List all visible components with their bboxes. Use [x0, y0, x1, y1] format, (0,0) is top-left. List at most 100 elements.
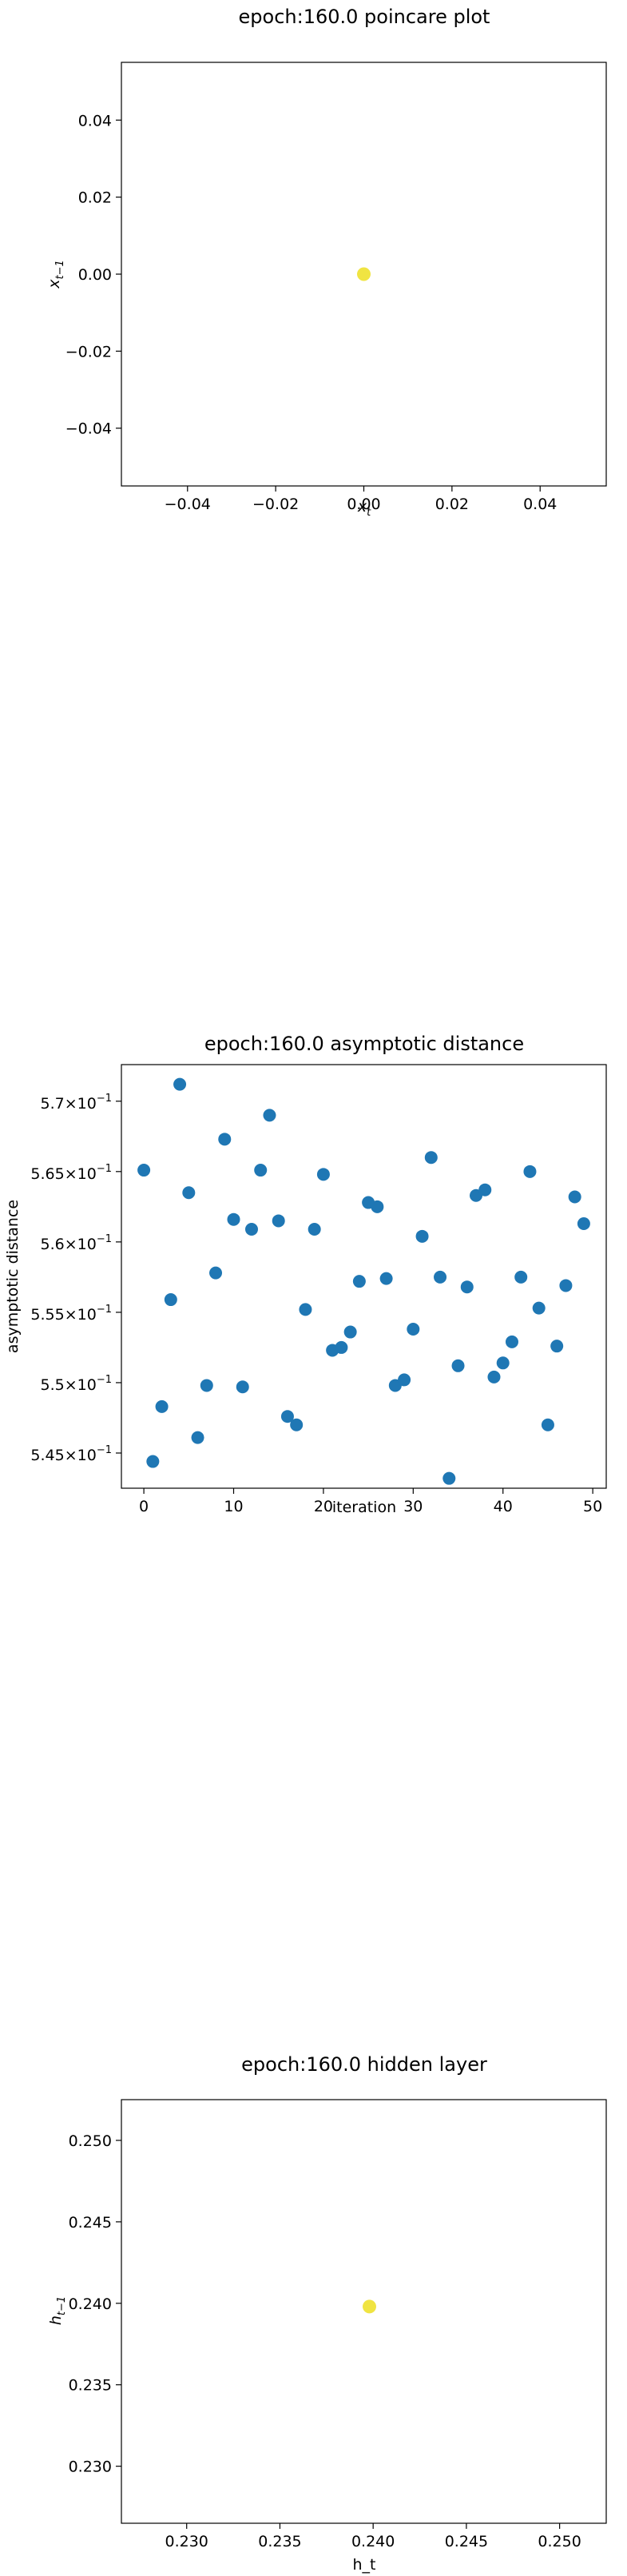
- data-point: [357, 267, 371, 281]
- x-tick-label: 0: [139, 1498, 149, 1515]
- y-tick-label: 5.55×10−1: [30, 1304, 112, 1324]
- data-point: [236, 1380, 249, 1394]
- y-tick-label: 0.02: [78, 189, 112, 207]
- data-point: [460, 1280, 474, 1294]
- x-tick-label: 0.240: [351, 2533, 395, 2550]
- data-point: [290, 1418, 304, 1431]
- y-tick-label: −0.02: [65, 343, 112, 360]
- x-tick-label: 0.250: [538, 2533, 581, 2550]
- axis-ticks: −0.04 −0.02 0.00 0.02 0.04 −0.04 −0.02 0.00 0.02…: [65, 112, 558, 513]
- y-tick-label: 5.7×10−1: [41, 1093, 113, 1113]
- data-point: [415, 1229, 429, 1243]
- data-point: [478, 1183, 492, 1196]
- y-axis-label: ht−1: [47, 2296, 68, 2325]
- data-point: [523, 1165, 537, 1178]
- y-tick-label: 0.250: [69, 2132, 112, 2150]
- data-point: [316, 1168, 330, 1181]
- data-point: [191, 1431, 204, 1444]
- chart-title: epoch:160.0 hidden layer: [241, 2053, 487, 2076]
- y-tick-label: 0.04: [78, 112, 112, 129]
- data-points: [363, 2299, 377, 2314]
- data-point: [146, 1455, 160, 1468]
- data-point: [308, 1223, 321, 1236]
- data-point: [379, 1272, 393, 1285]
- data-point: [244, 1223, 258, 1236]
- plot-area-frame: [121, 62, 607, 487]
- data-point: [173, 1077, 187, 1091]
- y-axis-label: asymptotic distance: [4, 1200, 22, 1353]
- data-point: [514, 1270, 528, 1284]
- data-point: [200, 1379, 213, 1392]
- data-point: [363, 2299, 377, 2314]
- x-tick-label: 0.02: [435, 496, 469, 513]
- y-tick-label: 5.65×10−1: [30, 1163, 112, 1183]
- data-point: [541, 1418, 554, 1431]
- data-point: [155, 1399, 169, 1413]
- data-point: [227, 1212, 240, 1226]
- data-point: [434, 1270, 447, 1284]
- data-point: [577, 1216, 590, 1230]
- data-point: [343, 1325, 357, 1339]
- data-point: [254, 1164, 268, 1177]
- x-tick-label: 50: [583, 1498, 602, 1515]
- data-point: [263, 1109, 276, 1122]
- y-tick-label: 5.5×10−1: [41, 1374, 113, 1394]
- data-point: [550, 1340, 564, 1353]
- y-tick-label: 0.00: [78, 266, 112, 284]
- data-point: [568, 1190, 581, 1204]
- x-tick-label: 0.230: [165, 2533, 208, 2550]
- data-point: [137, 1164, 151, 1177]
- y-tick-label: 5.6×10−1: [41, 1233, 113, 1253]
- data-point: [164, 1293, 177, 1307]
- x-axis-label: iteration: [332, 1499, 396, 1516]
- y-tick-label: 5.45×10−1: [30, 1444, 112, 1464]
- data-point: [299, 1303, 312, 1316]
- data-point: [182, 1186, 196, 1200]
- plot-area-frame: [121, 1064, 607, 1489]
- data-point: [272, 1214, 285, 1228]
- x-tick-label: 0.04: [523, 496, 557, 513]
- data-point: [335, 1340, 348, 1354]
- x-axis-label: h_t: [353, 2556, 376, 2574]
- x-tick-label: 40: [494, 1498, 513, 1515]
- data-points: [357, 267, 371, 281]
- y-axis-label: xt−1: [46, 260, 66, 289]
- x-tick-label: 20: [314, 1498, 333, 1515]
- x-tick-label: 0.245: [445, 2533, 488, 2550]
- data-point: [559, 1279, 573, 1292]
- y-tick-label: 0.235: [69, 2377, 112, 2395]
- x-tick-label: 30: [403, 1498, 423, 1515]
- data-point: [209, 1266, 223, 1280]
- data-point: [442, 1471, 456, 1485]
- y-tick-label: 0.245: [69, 2214, 112, 2232]
- data-point: [218, 1133, 232, 1146]
- y-tick-label: 0.230: [69, 2459, 112, 2476]
- data-point: [505, 1335, 518, 1348]
- data-points: [137, 1077, 590, 1485]
- chart-title: epoch:160.0 poincare plot: [239, 6, 490, 28]
- x-tick-label: 0.235: [258, 2533, 301, 2550]
- axis-ticks: 0 10 20 30 40 50 5.45×10−1 5.5×10−1 5.55×10−1 5.6…: [30, 1093, 602, 1515]
- plot-area-frame: [121, 2099, 607, 2524]
- data-point: [371, 1200, 384, 1213]
- data-point: [451, 1359, 465, 1372]
- y-tick-label: 0.240: [69, 2295, 112, 2313]
- data-point: [398, 1373, 411, 1387]
- data-point: [407, 1323, 420, 1336]
- x-tick-label: −0.02: [252, 496, 299, 513]
- data-point: [424, 1151, 438, 1165]
- x-tick-label: −0.04: [165, 496, 211, 513]
- data-point: [487, 1370, 501, 1384]
- data-point: [280, 1410, 294, 1423]
- asymptotic-distance-chart: epoch:160.0 asymptotic distance 0 10 20 30 4…: [4, 1033, 607, 1516]
- hidden-layer-chart: epoch:160.0 hidden layer 0.230 0.235 0.240…: [47, 2053, 607, 2574]
- x-tick-label: 0.00: [347, 496, 380, 513]
- data-point: [532, 1301, 546, 1315]
- axis-ticks: 0.230 0.235 0.240 0.245 0.250 0.230 0.235 0.240…: [69, 2132, 581, 2550]
- poincare-plot-chart: epoch:160.0 poincare plot −0.04 −0.02 0.00…: [46, 6, 607, 519]
- data-point: [496, 1356, 510, 1370]
- y-tick-label: −0.04: [65, 420, 112, 438]
- x-tick-label: 10: [224, 1498, 243, 1515]
- data-point: [352, 1275, 366, 1288]
- chart-title: epoch:160.0 asymptotic distance: [204, 1033, 524, 1055]
